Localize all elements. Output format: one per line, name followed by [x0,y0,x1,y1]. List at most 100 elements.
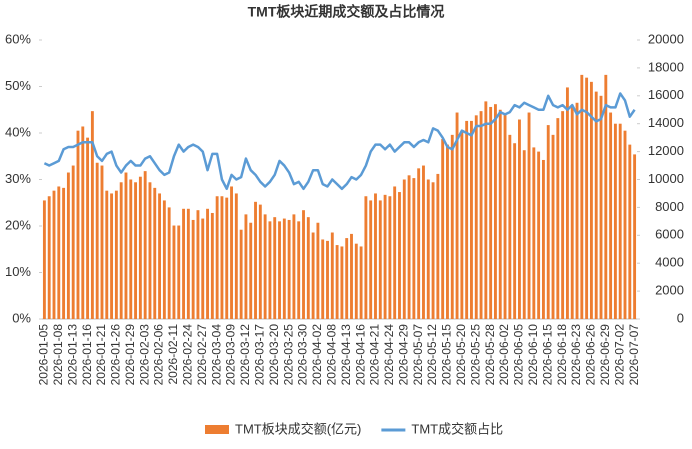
bar [129,179,133,319]
bar [196,210,200,319]
bar [455,112,459,319]
bar [201,218,205,319]
bar [561,111,565,320]
x-tick-label: 2026-04-13 [339,324,353,386]
x-tick-label: 2026-04-29 [396,324,410,386]
bar [465,120,469,319]
bar [316,222,320,319]
bar [623,130,627,319]
y-tick-label: 60% [5,31,31,46]
bar [158,193,161,319]
bar [359,246,363,319]
x-tick-label: 2026-03-17 [252,324,266,386]
bar [364,196,368,319]
y-tick-label: 0% [12,310,31,325]
x-tick-label: 2026-01-05 [37,324,51,386]
bar [618,123,622,319]
bar [138,176,142,319]
bar [479,111,483,320]
bar [460,130,464,319]
bar [513,143,517,319]
x-tick-label: 2026-01-29 [123,324,137,386]
bar [215,196,219,319]
x-tick-label: 2026-05-07 [411,324,425,386]
legend-swatch [205,425,229,434]
y2-tick-label: 10000 [648,171,684,186]
bar [86,137,90,319]
bar [585,77,589,319]
bar [52,190,56,319]
y2-tick-label: 6000 [655,227,684,242]
bar [398,192,401,319]
bar [148,182,152,319]
bar [273,217,277,319]
bar [393,186,397,319]
x-tick-label: 2026-01-13 [65,324,79,386]
bar [556,118,560,320]
bar [369,200,373,319]
x-tick-label: 2026-06-26 [584,324,598,386]
bar [124,172,128,319]
x-tick-label: 2026-03-12 [238,324,252,386]
x-tick-label: 2026-05-20 [454,324,468,386]
bar [436,173,440,319]
bar [503,113,507,319]
bar [527,112,531,319]
bar [263,214,267,319]
bar [42,200,46,319]
bar [191,219,195,319]
bar [551,134,555,319]
legend-label: TMT板块成交额(亿元) [235,421,361,436]
x-tick-label: 2026-03-25 [281,324,295,386]
x-tick-label: 2026-06-15 [540,324,554,386]
x-tick-label: 2026-06-05 [512,324,526,386]
y2-tick-label: 14000 [648,115,684,130]
bar [565,87,569,320]
y2-tick-label: 18000 [648,59,684,74]
bar [609,112,613,319]
bar [230,186,233,319]
x-tick-label: 2026-02-06 [152,324,166,386]
bar [412,178,416,319]
bar [287,219,291,319]
bar [441,139,445,319]
y-tick-label: 10% [5,264,31,279]
y2-tick-label: 20000 [648,31,684,46]
x-tick-label: 2026-06-18 [555,324,569,386]
bar [580,74,584,319]
bar [417,168,421,319]
bar [278,221,281,319]
x-tick-label: 2026-07-02 [612,324,626,386]
y2-tick-label: 16000 [648,87,684,102]
legend-label: TMT成交额占比 [411,421,503,436]
bar [321,239,325,319]
x-tick-label: 2026-04-08 [324,324,338,386]
bar [446,144,449,319]
bar [71,165,75,319]
x-tick-label: 2026-01-21 [94,324,108,386]
y-tick-label: 50% [5,78,31,93]
bar [589,81,593,319]
bar [431,182,435,319]
x-tick-label: 2026-04-02 [310,324,324,386]
bar [249,222,253,319]
x-tick-label: 2026-03-30 [296,324,310,386]
bar [613,123,617,319]
bar [95,162,99,319]
y2-tick-label: 2000 [655,283,684,298]
bar [167,207,171,319]
y-tick-label: 40% [5,124,31,139]
x-tick-label: 2026-03-20 [267,324,281,386]
bar [518,119,521,319]
bar [628,144,632,319]
y2-tick-label: 0 [677,310,684,325]
bar [268,221,272,319]
bar [570,106,574,320]
bar [522,150,526,319]
bar [402,179,406,319]
bar [206,208,209,319]
x-tick-label: 2026-06-29 [598,324,612,386]
x-tick-label: 2026-06-02 [497,324,511,386]
bar [234,193,238,319]
